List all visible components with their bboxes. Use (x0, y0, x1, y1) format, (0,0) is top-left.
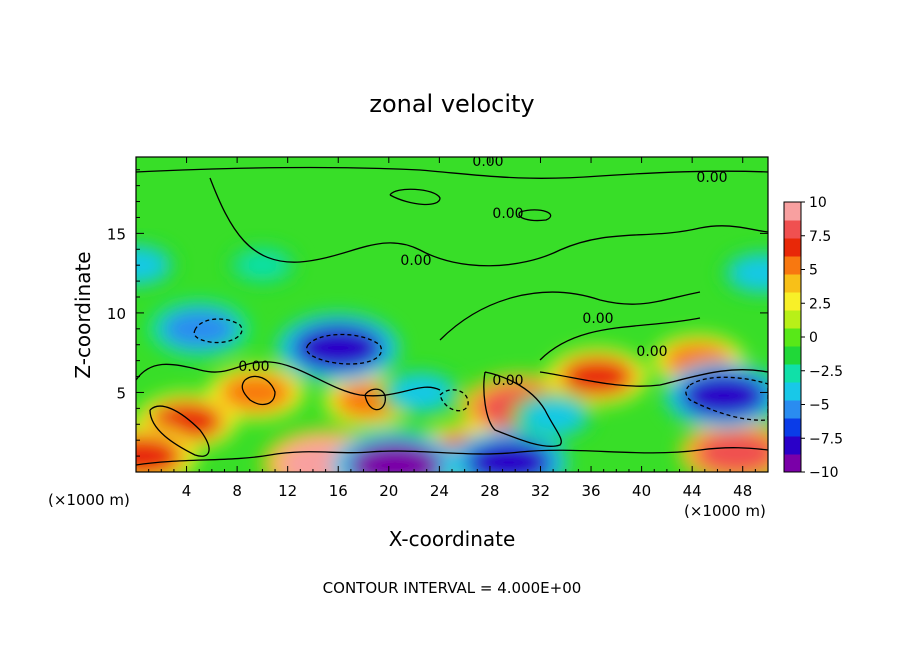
x-tick-label: 24 (430, 482, 449, 500)
x-tick-label: 48 (733, 482, 752, 500)
contour-line-negative (193, 318, 243, 344)
colorbar-segment (784, 364, 801, 383)
x-tick-label: 44 (683, 482, 702, 500)
contour-line (241, 375, 276, 406)
chart-title: zonal velocity (369, 90, 534, 118)
field-feature (236, 251, 289, 280)
colorbar-segment (784, 274, 801, 293)
contour-line (209, 177, 768, 267)
contour-line (539, 317, 701, 361)
y-axis-label: Z-coordinate (71, 251, 95, 378)
colorbar-tick-label: −7.5 (809, 431, 843, 447)
colorbar-tick-label: 2.5 (809, 296, 831, 312)
contour-label: 0.00 (492, 206, 523, 222)
velocity-field (136, 241, 768, 472)
contour-line-negative (685, 376, 768, 421)
contour-line (364, 388, 386, 411)
field-feature (730, 256, 768, 290)
x-tick-label: 28 (480, 482, 499, 500)
contour-label: 0.00 (636, 344, 667, 360)
y-axis-ticks: 5 10 15 (107, 169, 768, 457)
contour-label: 0.00 (238, 359, 269, 375)
field-feature (522, 399, 584, 433)
field-feature (220, 373, 292, 412)
x-axis-ticks: 4 8 12 16 20 24 28 32 36 40 44 48 (148, 157, 756, 500)
field-feature (680, 372, 768, 419)
colorbar-tick-label: −5 (809, 398, 830, 414)
x-unit-left: (×1000 m) (48, 491, 130, 509)
colorbar-tick-label: −2.5 (809, 364, 843, 380)
field-feature (136, 248, 167, 282)
x-tick-label: 16 (329, 482, 348, 500)
plot-area: 0.00 0.00 0.00 0.00 0.00 0.00 0.00 0.00 (136, 154, 768, 472)
colorbar-segment (784, 328, 801, 347)
contour-line (439, 291, 701, 341)
field-feature (560, 356, 635, 397)
colorbar-segment (784, 202, 801, 221)
x-tick-label: 8 (232, 482, 242, 500)
colorbar-tick-label: −10 (809, 465, 839, 481)
contour-label: 0.00 (492, 373, 523, 389)
x-axis-label: X-coordinate (389, 527, 516, 551)
field-feature (162, 309, 237, 349)
colorbar-segment (784, 454, 801, 473)
y-tick-label: 10 (107, 305, 126, 323)
x-tick-label: 32 (531, 482, 550, 500)
colorbar-tick-label: 10 (809, 195, 827, 211)
colorbar-tick-label: 7.5 (809, 229, 831, 245)
contour-line (518, 209, 552, 222)
colorbar-segment (784, 256, 801, 275)
field-feature (348, 441, 442, 472)
y-tick-label: 5 (116, 384, 126, 402)
colorbar-segment (784, 418, 801, 437)
contour-line (136, 361, 441, 397)
x-unit-right: (×1000 m) (684, 502, 766, 520)
x-tick-label: 4 (182, 482, 192, 500)
field-feature (293, 324, 384, 372)
colorbar-segment (784, 382, 801, 401)
x-tick-label: 12 (278, 482, 297, 500)
contour-line (149, 405, 210, 457)
field-feature (465, 439, 553, 472)
colorbar-segment (784, 346, 801, 365)
contour-label: 0.00 (696, 170, 727, 186)
contour-line (389, 188, 441, 206)
contour-line (483, 371, 562, 447)
x-tick-label: 20 (379, 482, 398, 500)
zero-contours (136, 166, 768, 466)
colorbar-segment (784, 310, 801, 329)
field-feature (136, 434, 183, 472)
y-tick-label: 15 (107, 225, 126, 243)
colorbar: 10 7.5 5 2.5 0 −2.5 −5 −7.5 −10 (783, 195, 843, 481)
field-feature (694, 430, 768, 472)
contour-labels: 0.00 0.00 0.00 0.00 0.00 0.00 0.00 0.00 (238, 154, 727, 389)
field-feature (389, 376, 452, 409)
contour-label: 0.00 (400, 253, 431, 269)
colorbar-segment (784, 436, 801, 455)
colorbar-segment (784, 238, 801, 257)
x-tick-label: 40 (632, 482, 651, 500)
contour-line (539, 369, 768, 387)
colorbar-tick-label: 5 (809, 263, 818, 279)
contour-line-negative (306, 333, 383, 365)
contour-interval-note: CONTOUR INTERVAL = 4.000E+00 (323, 579, 582, 597)
contour-label: 0.00 (582, 311, 613, 327)
contour-line-negative (439, 389, 469, 412)
colorbar-segment (784, 220, 801, 239)
contour-line (136, 166, 768, 179)
contour-line (136, 447, 768, 466)
x-tick-label: 36 (581, 482, 600, 500)
colorbar-segment (784, 292, 801, 311)
colorbar-segment (784, 400, 801, 419)
colorbar-tick-label: 0 (809, 330, 818, 346)
contour-label: 0.00 (472, 154, 503, 170)
